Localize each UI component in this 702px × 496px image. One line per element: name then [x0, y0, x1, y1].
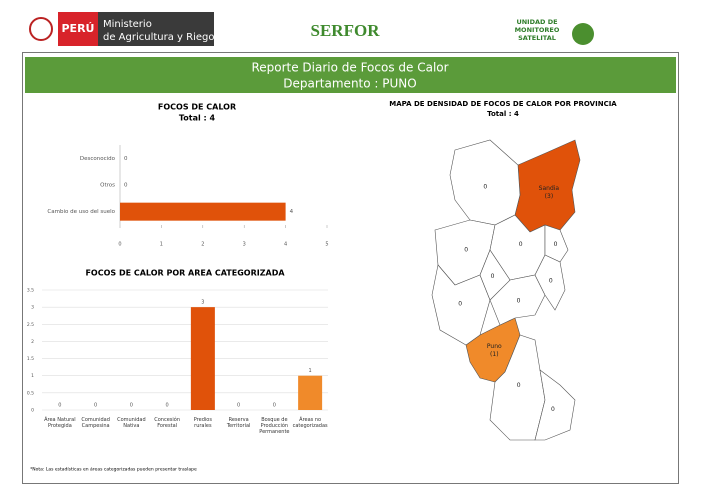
x-tick-label: Áreas no categorizadas — [292, 417, 328, 429]
bar — [120, 202, 286, 221]
y-tick-label: 3.5 — [27, 288, 34, 294]
province-value: 0 — [519, 241, 523, 248]
value-label: 0 — [237, 403, 240, 409]
x-tick-label: Área Natural Protegida — [44, 417, 76, 429]
province-name: Sandia — [539, 185, 560, 192]
ministry-line: Ministerio — [103, 19, 152, 30]
y-tick-label: 2 — [31, 339, 34, 345]
value-label: 0 — [58, 403, 61, 409]
value-label: 0 — [166, 403, 169, 409]
x-tick-label: Bosque de Producción Permanente — [259, 417, 290, 435]
y-tick-label: 1 — [31, 373, 34, 379]
y-tick-label: Cambio de uso del suelo — [47, 209, 115, 215]
chart-subtitle: Total : 4 — [179, 114, 216, 123]
province-value: 0 — [549, 278, 553, 285]
province-value: 0 — [483, 184, 487, 191]
value-label: 0 — [124, 156, 128, 162]
province — [431, 264, 491, 346]
value-label: 0 — [273, 403, 276, 409]
province-value: 0 — [491, 273, 495, 280]
unit-line: SATELITAL — [518, 34, 556, 42]
unit-logo — [572, 23, 594, 45]
province — [534, 369, 576, 441]
x-tick-label: 5 — [325, 242, 328, 248]
value-label: 0 — [124, 183, 128, 189]
frame — [22, 52, 679, 484]
y-tick-label: 2.5 — [27, 322, 34, 328]
agency: SERFOR — [311, 21, 381, 40]
province — [449, 139, 521, 226]
peru-box — [58, 12, 98, 46]
province — [534, 254, 566, 311]
ministry-line: de Agricultura y Riego — [103, 32, 215, 43]
value-label: 1 — [309, 368, 312, 374]
value-label: 3 — [201, 300, 204, 306]
x-tick-label: Predios rurales — [193, 417, 212, 429]
province — [544, 224, 569, 263]
province-value: (1) — [490, 351, 499, 358]
y-tick-label: 0.5 — [27, 390, 34, 396]
unit-line: MONITOREO — [515, 26, 560, 34]
province-value: 0 — [517, 382, 521, 389]
y-tick-label: 0 — [31, 408, 34, 414]
x-tick-label: 1 — [160, 242, 163, 248]
note: *Nota: Las estadísticas en áreas categor… — [30, 466, 197, 473]
emblem — [29, 17, 53, 41]
map-subtitle: Total : 4 — [487, 110, 519, 118]
value-label: 0 — [94, 403, 97, 409]
chart-title: FOCOS DE CALOR POR AREA CATEGORIZADA — [85, 269, 285, 278]
x-tick-label: 2 — [201, 242, 204, 248]
x-tick-label: Reserva Territorial — [226, 417, 251, 429]
value-label: 0 — [130, 403, 133, 409]
banner — [25, 57, 676, 93]
value-label: 4 — [290, 209, 294, 215]
y-tick-label: 1.5 — [27, 356, 34, 362]
map-title: MAPA DE DENSIDAD DE FOCOS DE CALOR POR P… — [389, 100, 617, 108]
province-value: (3) — [545, 193, 554, 200]
bar — [190, 307, 215, 410]
chart-title: FOCOS DE CALOR — [158, 103, 236, 112]
banner-title: Reporte Diario de Focos de Calor — [251, 61, 448, 75]
x-tick-label: Concesión Forestal — [154, 417, 181, 429]
province — [479, 249, 511, 301]
province-name: Puno — [487, 343, 502, 350]
banner-subtitle: Departamento : PUNO — [283, 77, 416, 91]
y-tick-label: 3 — [31, 305, 34, 311]
province-value: 0 — [554, 241, 558, 248]
y-tick-label: Otros — [100, 183, 115, 189]
y-tick-label: Desconocido — [80, 156, 116, 162]
x-tick-label: 3 — [243, 242, 246, 248]
province-value: 0 — [551, 406, 555, 413]
country: PERÚ — [62, 22, 95, 35]
unit-line: UNIDAD DE — [516, 18, 557, 26]
x-tick-label: Comunidad Nativa — [117, 417, 146, 429]
x-tick-label: Comunidad Campesina — [81, 417, 110, 429]
province-value: 0 — [458, 300, 462, 307]
x-tick-label: 0 — [118, 242, 121, 248]
province-value: 0 — [464, 247, 468, 254]
x-tick-label: 4 — [284, 242, 287, 248]
bar — [298, 375, 323, 410]
province — [489, 274, 546, 326]
province-value: 0 — [517, 298, 521, 305]
